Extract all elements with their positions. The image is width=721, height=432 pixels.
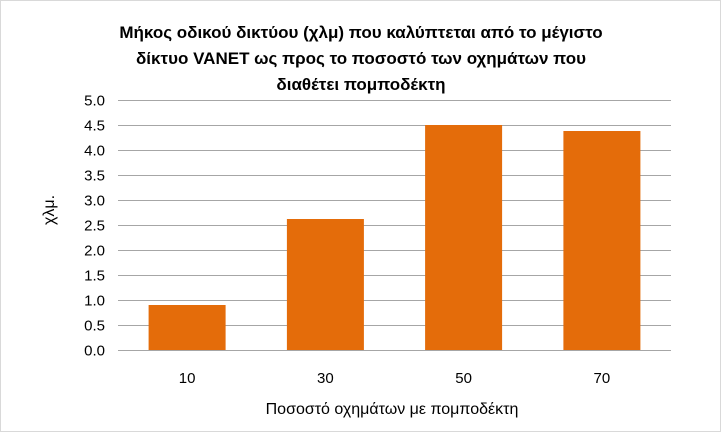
y-tick-label: 2.5 xyxy=(84,218,105,235)
x-tick-label: 30 xyxy=(317,370,334,387)
chart-title-line-1: Μήκος οδικού δικτύου (χλμ) που καλύπτετα… xyxy=(119,23,602,42)
y-tick-label: 5.0 xyxy=(84,93,105,110)
bars xyxy=(148,125,641,350)
y-tick-label: 0.5 xyxy=(84,318,105,335)
y-tick-label: 1.0 xyxy=(84,293,105,310)
x-tick-label: 10 xyxy=(179,370,196,387)
y-tick-label: 4.0 xyxy=(84,143,105,160)
y-tick-label: 3.0 xyxy=(84,193,105,210)
y-tick-label: 4.5 xyxy=(84,118,105,135)
bar-50 xyxy=(425,125,503,350)
y-tick-label: 2.0 xyxy=(84,243,105,260)
y-tick-label: 3.5 xyxy=(84,168,105,185)
x-axis-tick-labels: 10 30 50 70 xyxy=(179,370,610,387)
y-axis-tick-labels: 0.0 0.5 1.0 1.5 2.0 2.5 3.0 3.5 4.0 4.5 5.0 xyxy=(84,93,105,360)
x-tick-label: 50 xyxy=(455,370,472,387)
x-axis-title: Ποσοστό οχημάτων με πομποδέκτη xyxy=(266,401,519,418)
bar-10 xyxy=(148,305,226,350)
bar-30 xyxy=(286,219,364,350)
bar-70 xyxy=(563,131,641,350)
chart-title-line-3: διαθέτει πομποδέκτη xyxy=(276,75,445,94)
chart-title-line-2: δίκτυο VANET ως προς το ποσοστό των οχημ… xyxy=(136,49,586,68)
y-tick-label: 1.5 xyxy=(84,268,105,285)
y-axis-title: χλμ. xyxy=(41,195,58,225)
x-tick-label: 70 xyxy=(594,370,611,387)
y-tick-label: 0.0 xyxy=(84,343,105,360)
